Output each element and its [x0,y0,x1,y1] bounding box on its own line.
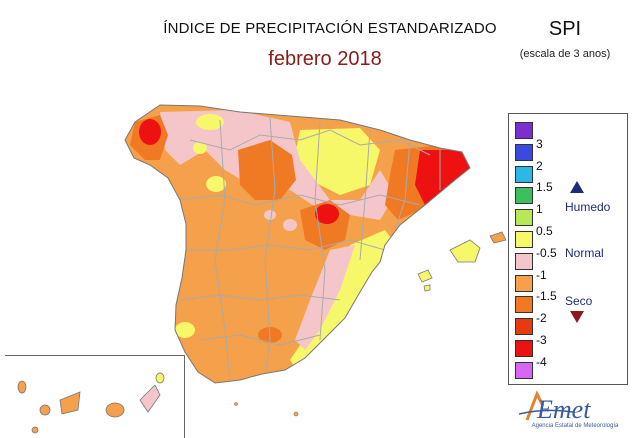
legend-tick-label: -1 [536,267,547,282]
legend-tick-label: 3 [536,136,543,151]
canary-inset-frame [5,355,185,438]
humid-arrow-icon [570,181,584,193]
legend-tick-label: 1.5 [536,180,553,195]
legend-swatch [515,187,533,205]
legend-swatch [515,252,533,270]
index-name: SPI [548,18,582,40]
canary-islands [17,372,165,434]
legend-tick-label: -3 [536,333,547,347]
dry-arrow-icon [570,311,584,323]
legend-tick-label: 2 [536,158,543,173]
ceuta-mark [234,402,238,406]
legend-swatch [515,361,533,379]
legend-category-normal: Normal [565,246,604,260]
map-title: ÍNDICE DE PRECIPITACIÓN ESTANDARIZADO [163,20,497,37]
scale-note: (escala de 3 anos) [519,48,611,60]
spi-legend: 3 2 1.5 1 0.5 -0.5 -1 -1.5 -2 -3 -4 Humedo Normal … [508,113,628,385]
legend-swatch [515,318,533,336]
legend-category-dry: Seco [565,294,593,308]
legend-tick-label: -2 [536,311,547,326]
legend-swatch [515,231,533,248]
legend-tick-label: 1 [536,202,543,217]
legend-swatch [515,340,533,357]
legend-tick-label: -1.5 [536,289,557,304]
legend-tick-label: -0.5 [536,245,557,260]
aemet-logo-mark: Emet [518,390,591,424]
legend-swatch [515,122,533,139]
legend-tick-label: 0.5 [536,224,553,238]
svg-text:Emet: Emet [536,395,591,424]
legend-category-humid: Humedo [565,200,611,214]
legend-swatch [515,209,533,227]
legend-swatch [515,143,533,161]
peninsula-region [124,104,471,384]
legend-tick-label: -4 [536,354,547,369]
melilla-mark [293,411,299,417]
legend-swatch [515,165,533,183]
legend-swatch [515,274,533,292]
aemet-logo: Emet Agencia Estatal de Meteorología [515,386,635,436]
map-subtitle-date: febrero 2018 [268,48,382,70]
aemet-agency-name: Agencia Estatal de Meteorología [531,423,619,429]
legend-swatch [515,296,533,314]
balearic-islands [417,231,507,292]
